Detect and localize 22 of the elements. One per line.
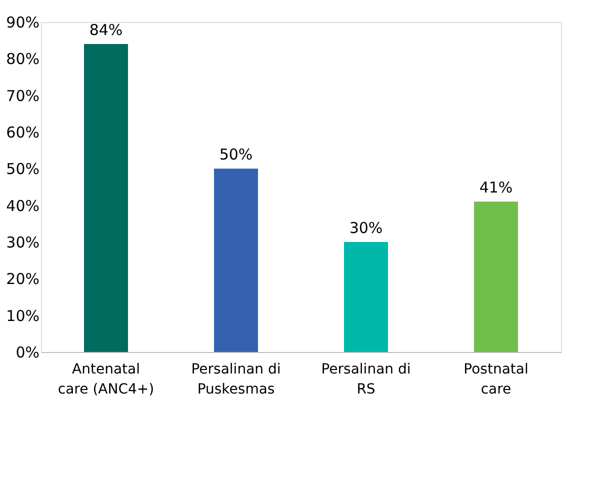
data-label: 84%: [89, 21, 123, 39]
x-tick-label: Persalinan di Puskesmas: [191, 362, 281, 398]
y-tick-label: 0%: [16, 344, 40, 362]
y-tick-label: 50%: [6, 160, 40, 178]
bar: [474, 202, 518, 352]
y-tick-label: 20%: [6, 270, 40, 288]
y-tick-label: 30%: [6, 234, 40, 252]
x-tick-label: Persalinan di RS: [321, 362, 411, 398]
x-tick-label: Postnatal care: [464, 362, 528, 398]
bar: [214, 168, 258, 352]
y-tick-label: 60%: [6, 124, 40, 142]
bar: [84, 44, 128, 352]
y-tick-label: 10%: [6, 306, 40, 325]
y-tick-label: 40%: [6, 196, 40, 215]
y-tick-label: 80%: [6, 50, 40, 68]
bar: [344, 242, 388, 352]
data-label: 30%: [349, 219, 383, 237]
x-tick-label: Antenatal care (ANC4+): [58, 362, 154, 398]
data-label: 41%: [479, 178, 513, 197]
data-label: 50%: [219, 146, 253, 164]
y-tick-label: 90%: [6, 14, 40, 32]
y-tick-label: 70%: [6, 86, 40, 105]
